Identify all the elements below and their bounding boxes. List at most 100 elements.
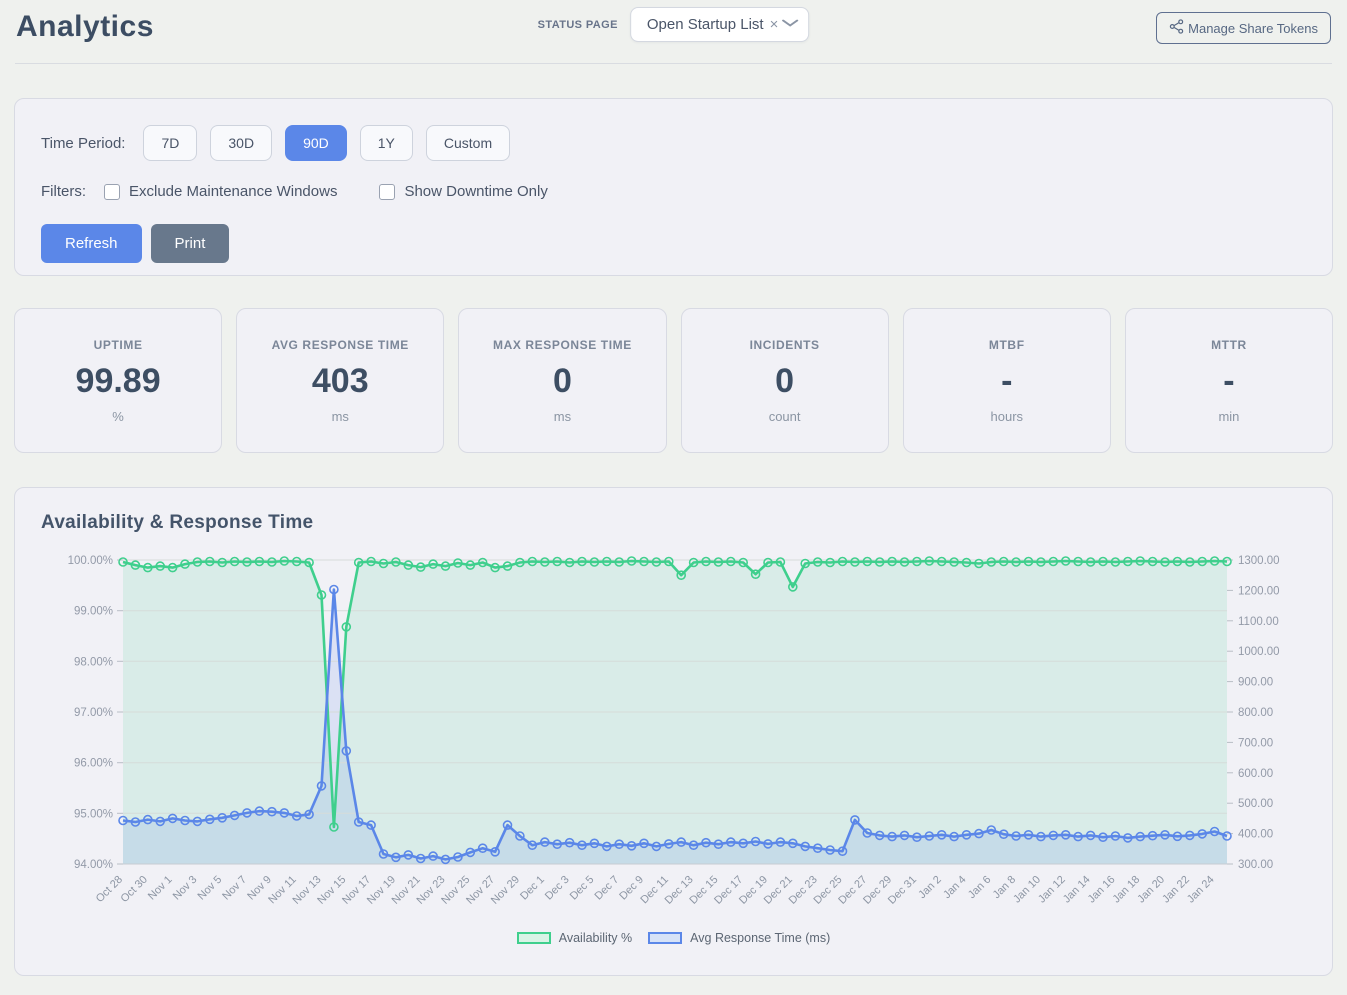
print-button[interactable]: Print	[150, 224, 230, 263]
svg-text:Nov 1: Nov 1	[146, 874, 175, 903]
stat-unit: hours	[990, 408, 1024, 424]
stat-value: -	[1001, 361, 1013, 400]
stat-card-uptime: UPTIME 99.89 %	[14, 308, 223, 453]
availability-legend-label: Availability %	[558, 931, 633, 945]
svg-text:Jan 12: Jan 12	[1036, 874, 1068, 906]
stat-unit: min	[1218, 408, 1240, 424]
svg-text:Nov 7: Nov 7	[220, 874, 249, 903]
stat-label: UPTIME	[93, 337, 143, 352]
svg-text:900.00: 900.00	[1238, 677, 1273, 689]
availability-chart-svg: 100.00% 99.00% 98.00% 97.00% 96.00% 95.00% 94.…	[68, 555, 1280, 907]
chart-title: Availability & Response Time	[41, 512, 314, 533]
svg-text:600.00: 600.00	[1238, 768, 1273, 780]
chart-legend: Availability % Avg Response Time (ms)	[41, 931, 1306, 945]
stat-label: MTTR	[1211, 337, 1247, 352]
legend-item-response-time[interactable]: Avg Response Time (ms)	[648, 931, 830, 945]
svg-text:Nov 29: Nov 29	[489, 874, 522, 907]
stat-label: INCIDENTS	[749, 337, 820, 352]
time-period-label: Time Period:	[41, 134, 126, 152]
period-button-90d[interactable]: 90D	[285, 125, 347, 161]
page-title: Analytics	[16, 10, 154, 43]
svg-text:Jan 6: Jan 6	[966, 874, 994, 902]
filter-panel: Time Period: 7D 30D 90D 1Y Custom Filter…	[14, 98, 1333, 276]
stat-label: MTBF	[988, 337, 1025, 352]
actions-row: Refresh Print	[41, 224, 1306, 263]
svg-text:1100.00: 1100.00	[1238, 616, 1279, 628]
svg-text:94.00%: 94.00%	[74, 859, 113, 871]
svg-text:96.00%: 96.00%	[74, 758, 113, 770]
svg-text:Nov 5: Nov 5	[196, 874, 225, 903]
svg-text:Jan 18: Jan 18	[1110, 874, 1142, 906]
svg-text:Dec 5: Dec 5	[568, 874, 597, 903]
stat-label: AVG RESPONSE TIME	[271, 337, 409, 352]
svg-text:Jan 24: Jan 24	[1185, 874, 1217, 906]
exclude-maintenance-checkbox-item[interactable]: Exclude Maintenance Windows	[104, 183, 337, 200]
availability-legend-swatch	[516, 932, 551, 944]
svg-text:700.00: 700.00	[1238, 737, 1273, 749]
manage-share-tokens-label: Manage Share Tokens	[1188, 20, 1318, 36]
period-button-1y[interactable]: 1Y	[359, 125, 413, 161]
svg-text:1300.00: 1300.00	[1238, 555, 1280, 567]
svg-text:Dec 1: Dec 1	[518, 874, 547, 903]
stat-value: 0	[552, 361, 572, 400]
status-page-control: STATUS PAGE Open Startup List ×	[538, 7, 810, 42]
svg-text:300.00: 300.00	[1238, 859, 1273, 871]
stat-unit: ms	[553, 408, 572, 424]
time-period-row: Time Period: 7D 30D 90D 1Y Custom	[41, 125, 1306, 161]
filters-label: Filters:	[41, 183, 86, 200]
stat-label: MAX RESPONSE TIME	[492, 337, 632, 352]
svg-text:Jan 20: Jan 20	[1135, 874, 1167, 906]
response-time-legend-label: Avg Response Time (ms)	[690, 931, 831, 945]
period-button-30d[interactable]: 30D	[210, 125, 273, 161]
svg-text:800.00: 800.00	[1238, 707, 1273, 719]
clear-selection-icon[interactable]: ×	[769, 16, 779, 33]
status-page-select[interactable]: Open Startup List ×	[629, 7, 810, 42]
svg-text:1200.00: 1200.00	[1238, 585, 1280, 597]
svg-text:Jan 4: Jan 4	[941, 874, 969, 902]
svg-text:100.00%: 100.00%	[68, 555, 113, 567]
stat-value: 99.89	[75, 361, 161, 400]
svg-text:Jan 16: Jan 16	[1086, 874, 1118, 906]
svg-text:95.00%: 95.00%	[74, 808, 113, 820]
show-downtime-checkbox-item[interactable]: Show Downtime Only	[379, 183, 548, 200]
stats-row: UPTIME 99.89 % AVG RESPONSE TIME 403 ms …	[14, 308, 1334, 453]
legend-item-availability[interactable]: Availability %	[516, 931, 633, 945]
manage-share-tokens-button[interactable]: Manage Share Tokens	[1156, 12, 1331, 44]
svg-text:Dec 3: Dec 3	[543, 874, 572, 903]
svg-text:99.00%: 99.00%	[74, 606, 113, 618]
stat-unit: %	[112, 408, 124, 424]
svg-text:400.00: 400.00	[1238, 829, 1273, 841]
svg-text:Dec 31: Dec 31	[886, 874, 919, 907]
exclude-maintenance-label: Exclude Maintenance Windows	[129, 183, 338, 200]
stat-value: -	[1223, 361, 1235, 400]
stat-value: 0	[775, 361, 795, 400]
show-downtime-checkbox[interactable]	[379, 183, 396, 200]
stat-value: 403	[311, 361, 369, 400]
show-downtime-label: Show Downtime Only	[404, 183, 548, 200]
svg-text:97.00%: 97.00%	[74, 707, 113, 719]
chart-panel: Availability & Response Time 100.00% 99.0…	[14, 487, 1333, 976]
svg-text:Jan 14: Jan 14	[1061, 874, 1093, 906]
period-button-7d[interactable]: 7D	[143, 125, 198, 161]
stat-unit: ms	[331, 408, 349, 424]
status-page-selected-value: Open Startup List	[646, 16, 764, 33]
svg-text:98.00%: 98.00%	[74, 656, 113, 668]
chart-wrap: 100.00% 99.00% 98.00% 97.00% 96.00% 95.00% 94.…	[41, 542, 1306, 929]
stat-card-avg-response: AVG RESPONSE TIME 403 ms	[236, 308, 445, 453]
filters-row: Filters: Exclude Maintenance Windows Sho…	[41, 183, 1306, 200]
status-page-label: STATUS PAGE	[537, 18, 618, 31]
stat-unit: count	[768, 408, 801, 424]
svg-text:Jan 10: Jan 10	[1011, 874, 1043, 906]
refresh-button[interactable]: Refresh	[41, 224, 142, 263]
svg-text:Oct 30: Oct 30	[119, 874, 150, 905]
stat-card-incidents: INCIDENTS 0 count	[680, 308, 889, 453]
period-button-custom[interactable]: Custom	[425, 125, 511, 161]
response-time-legend-swatch	[648, 932, 683, 944]
header-divider	[15, 63, 1332, 64]
stat-card-mtbf: MTBF - hours	[902, 308, 1111, 453]
svg-text:500.00: 500.00	[1238, 798, 1273, 810]
svg-text:Dec 7: Dec 7	[593, 874, 622, 903]
exclude-maintenance-checkbox[interactable]	[104, 183, 120, 200]
page-header: Analytics STATUS PAGE Open Startup List …	[0, 0, 1347, 63]
svg-text:Nov 3: Nov 3	[171, 874, 200, 903]
